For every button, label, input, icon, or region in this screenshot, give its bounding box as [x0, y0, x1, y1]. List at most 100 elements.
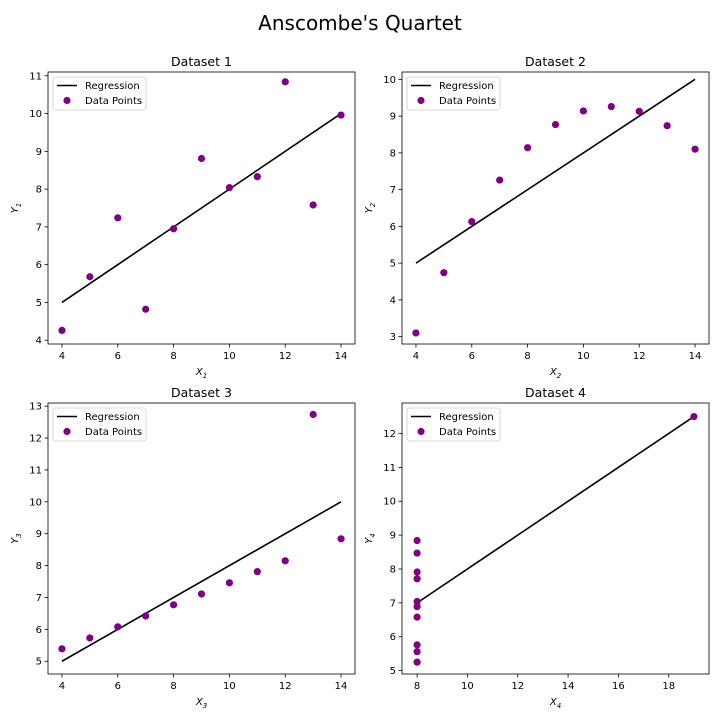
data-point [86, 273, 94, 281]
data-point [58, 645, 66, 653]
y-tick-label: 10 [29, 497, 42, 508]
y-tick-label: 11 [383, 463, 396, 474]
data-point [413, 613, 421, 621]
x-axis-label-main: X [195, 697, 204, 708]
x-axis-label: X4 [549, 697, 561, 710]
data-point [551, 120, 560, 129]
y-tick-label: 5 [36, 298, 42, 309]
data-point [114, 623, 122, 631]
legend-regression-label: Regression [85, 81, 140, 92]
x-tick-label: 8 [524, 351, 530, 362]
data-point [309, 410, 317, 419]
x-tick-label: 6 [115, 681, 121, 692]
y-axis-label: Y1 [10, 203, 23, 214]
x-tick-label: 10 [223, 351, 236, 362]
legend-points-swatch [417, 427, 425, 436]
data-point [440, 269, 448, 277]
x-axis-label: X2 [549, 367, 562, 380]
x-tick-label: 8 [170, 681, 176, 692]
y-axis-label: Y4 [364, 533, 377, 544]
y-axis-label-subscript: 1 [15, 203, 23, 207]
x-tick-label: 12 [279, 351, 292, 362]
x-tick-label: 18 [662, 681, 675, 692]
y-tick-label: 5 [390, 666, 396, 677]
y-tick-label: 10 [29, 109, 42, 120]
y-tick-label: 8 [36, 185, 42, 196]
legend-points-swatch [63, 96, 71, 105]
data-point [691, 145, 699, 153]
subplot-1: Dataset 14 6 8 10 12 144567891011X1Y1Regressi… [10, 54, 356, 380]
x-tick-label: 12 [279, 681, 292, 692]
y-tick-label: 7 [36, 593, 42, 604]
legend-points-label: Data Points [85, 96, 142, 107]
data-point [523, 144, 532, 152]
x-axis-label-main: X [195, 367, 204, 378]
data-point [86, 634, 94, 642]
data-point [337, 535, 345, 543]
data-point [413, 549, 421, 557]
x-axis-label-subscript: 4 [557, 702, 561, 710]
data-point [169, 225, 178, 233]
y-tick-label: 8 [390, 564, 396, 575]
y-axis-label-main: Y [364, 537, 375, 544]
y-tick-label: 4 [390, 295, 396, 306]
y-tick-label: 9 [390, 531, 396, 542]
x-axis-label-main: X [549, 367, 558, 378]
y-axis-label-main: Y [10, 206, 21, 213]
data-point [413, 597, 421, 606]
y-tick-label: 6 [390, 632, 396, 643]
legend-regression-label: Regression [439, 412, 494, 423]
y-tick-label: 6 [36, 260, 42, 271]
legend-regression-label: Regression [439, 81, 494, 92]
legend-points-swatch [417, 96, 425, 105]
x-axis-label-main: X [549, 697, 558, 708]
y-tick-label: 7 [36, 222, 42, 233]
data-point [468, 218, 476, 226]
y-tick-label: 6 [36, 625, 42, 636]
subplot-title: Dataset 1 [171, 54, 232, 69]
x-axis-label: X1 [195, 367, 207, 380]
axes-frame [401, 71, 710, 345]
x-tick-label: 4 [413, 351, 419, 362]
y-tick-label: 10 [383, 75, 396, 86]
data-point [690, 412, 698, 421]
x-axis-label: X3 [195, 697, 207, 710]
y-tick-label: 8 [36, 561, 42, 572]
data-point [413, 641, 421, 649]
data-point [496, 176, 504, 184]
legend-points-label: Data Points [85, 427, 142, 438]
data-point [225, 184, 234, 192]
y-axis-label-subscript: 4 [369, 533, 377, 537]
data-point [142, 305, 150, 313]
axes-frame [401, 402, 710, 675]
data-point [413, 575, 421, 583]
data-point [58, 326, 66, 334]
data-point [413, 568, 421, 576]
data-point [607, 102, 615, 111]
y-tick-label: 9 [390, 112, 396, 123]
y-axis-label-main: Y [364, 206, 375, 213]
x-tick-label: 8 [414, 681, 420, 692]
subplot-4: Dataset 48 10 12 14 16 1856789101112X4Y4Regre… [364, 385, 710, 710]
x-tick-label: 10 [223, 681, 236, 692]
y-tick-label: 5 [36, 657, 42, 668]
data-point [197, 590, 206, 598]
x-axis-label-subscript: 3 [203, 702, 207, 710]
data-point [281, 78, 289, 86]
figure-title: Anscombe's Quartet [258, 11, 462, 35]
data-point [413, 602, 421, 611]
legend-points-label: Data Points [439, 427, 496, 438]
y-axis-label-main: Y [10, 537, 21, 544]
x-tick-label: 6 [469, 351, 475, 362]
y-tick-label: 12 [383, 429, 396, 440]
legend-points-swatch [63, 427, 71, 436]
x-axis-label-subscript: 2 [557, 372, 562, 380]
subplot-title: Dataset 4 [525, 385, 586, 400]
y-tick-label: 6 [390, 222, 396, 233]
data-point [281, 557, 289, 565]
data-point [225, 579, 234, 587]
x-tick-label: 10 [461, 681, 474, 692]
y-tick-label: 8 [390, 148, 396, 159]
